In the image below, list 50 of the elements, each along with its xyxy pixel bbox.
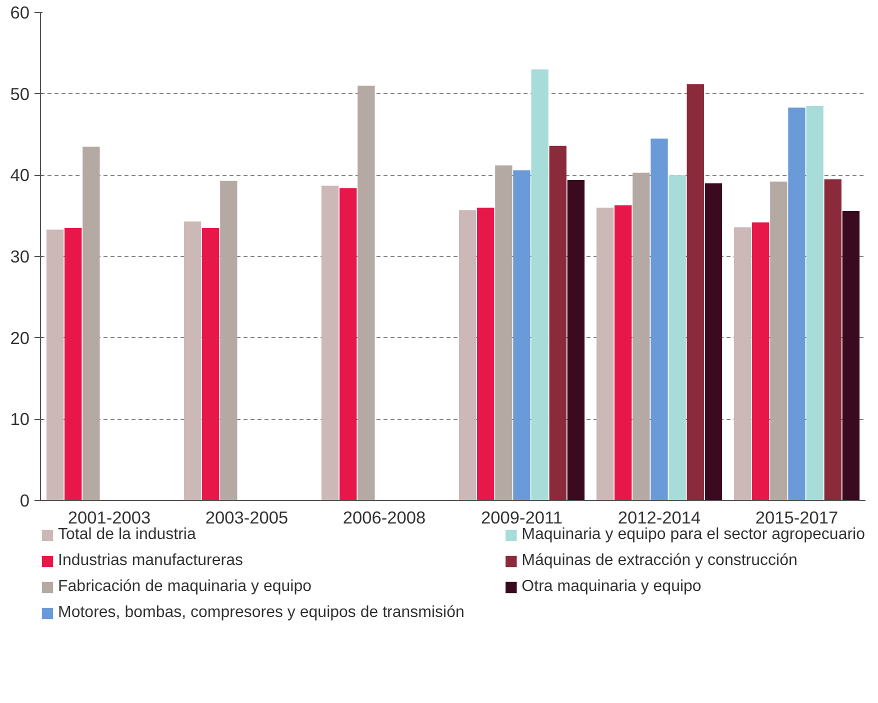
bar [82, 146, 100, 500]
legend-label: Total de la industria [58, 526, 196, 544]
x-tick-label: 2009-2011 [480, 508, 563, 528]
legend-label: Motores, bombas, compresores y equipos de transmisión [58, 604, 464, 622]
bar [752, 222, 770, 500]
legend-label: Otra maquinaria y equipo [522, 578, 702, 596]
bar [64, 228, 82, 500]
bar [734, 227, 752, 500]
bar [458, 210, 476, 500]
bar [704, 183, 722, 500]
y-tick-label: 60 [10, 2, 30, 22]
legend-label: Industrias manufactureras [58, 552, 243, 570]
legend-label: Máquinas de extracción y construcción [522, 552, 798, 570]
x-tick-label: 2001-2003 [68, 508, 151, 528]
bar [549, 146, 566, 500]
bar [340, 188, 357, 500]
bar [495, 165, 512, 500]
bar [614, 205, 632, 500]
y-tick-label: 0 [20, 490, 30, 510]
bar [567, 180, 585, 500]
legend-label: Maquinaria y equipo para el sector agropecuario [522, 526, 865, 544]
bar [220, 180, 238, 500]
bar [202, 228, 220, 500]
x-tick-label: 2003-2005 [205, 508, 288, 528]
bar [184, 222, 202, 500]
x-tick-label: 2012-2014 [618, 508, 702, 528]
bar [596, 208, 614, 500]
y-tick-label: 50 [10, 84, 30, 104]
bar [650, 138, 668, 500]
bar [770, 182, 788, 500]
x-tick-label: 2015-2017 [755, 508, 838, 528]
y-tick-label: 20 [10, 328, 30, 348]
bar [842, 210, 860, 500]
y-tick-label: 10 [10, 409, 30, 430]
bar [531, 69, 548, 500]
bar [686, 84, 704, 500]
bar [477, 208, 494, 500]
y-tick-label: 30 [10, 246, 30, 266]
bar [321, 186, 339, 500]
legend-label: Fabricación de maquinaria y equipo [58, 578, 312, 596]
x-tick-label: 2006-2008 [342, 508, 426, 528]
bar [358, 86, 375, 500]
bar [513, 170, 530, 500]
bar [806, 106, 824, 500]
y-tick-label: 40 [10, 165, 30, 186]
bar [46, 230, 64, 500]
bar [788, 108, 806, 500]
bar [824, 179, 842, 500]
bar [668, 175, 686, 500]
bar [632, 172, 650, 500]
